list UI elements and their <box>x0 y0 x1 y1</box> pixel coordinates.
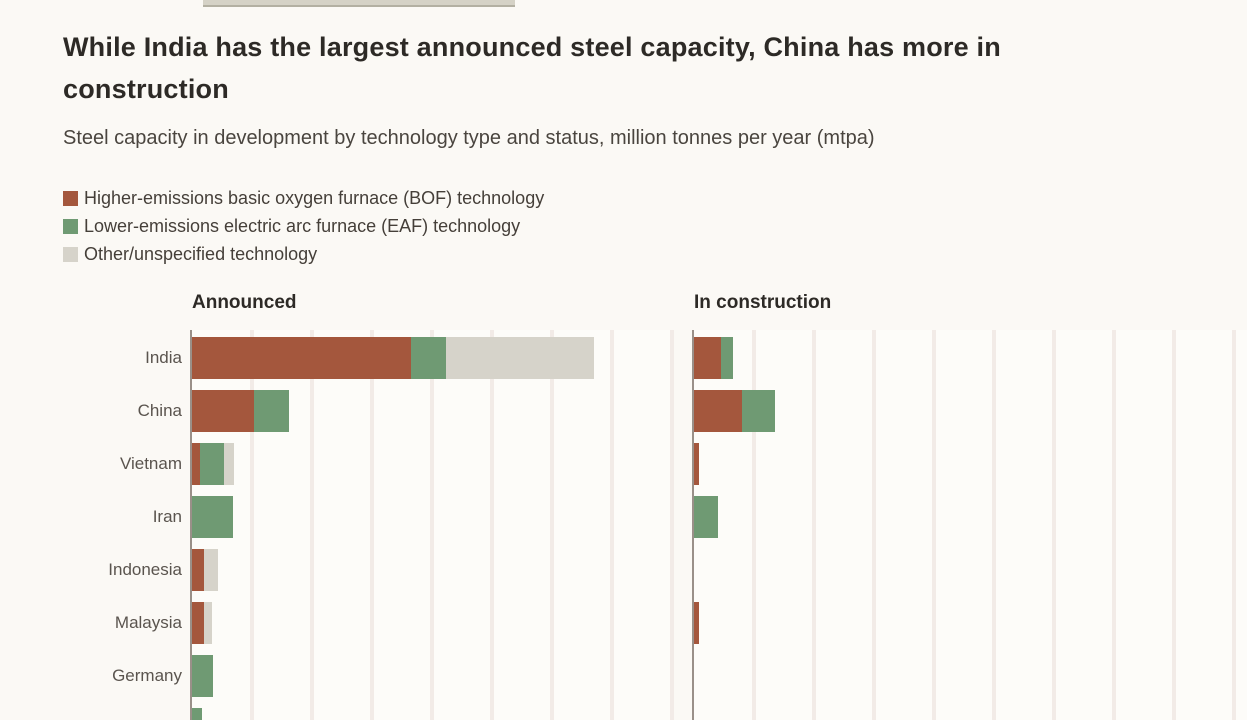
bar-row-vietnam <box>694 443 699 485</box>
bar-row-iran <box>694 496 718 538</box>
bar-segment-eaf <box>192 708 202 720</box>
gridline <box>992 330 996 720</box>
gridline <box>932 330 936 720</box>
category-label-germany: Germany <box>112 666 182 685</box>
chart: India China Vietnam Iran Indonesia Malaysia Ge… <box>0 292 1247 720</box>
category-label-iran: Iran <box>152 507 182 526</box>
plot-in-construction <box>692 330 1247 720</box>
bar-segment-bof <box>694 337 721 379</box>
bar-segment-eaf <box>254 390 289 432</box>
category-label-vietnam: Vietnam <box>119 454 182 473</box>
bar-segment-eaf <box>192 655 213 697</box>
gridline <box>430 330 434 720</box>
bar-segment-bof <box>192 549 204 591</box>
bar-segment-other <box>204 602 213 644</box>
bar-row-malaysia <box>192 602 213 644</box>
bar-segment-bof <box>192 443 201 485</box>
gridline <box>490 330 494 720</box>
panel-announced: Announced <box>190 292 674 720</box>
bar-row-india <box>192 337 594 379</box>
legend-item-other: Other/unspecified technology <box>63 240 544 268</box>
bar-row-vietnam <box>192 443 234 485</box>
gridline <box>250 330 254 720</box>
bar-row-germany <box>192 655 213 697</box>
bar-row-china <box>694 390 775 432</box>
top-cropped-bar <box>203 0 515 7</box>
eaf-swatch-icon <box>63 218 78 234</box>
gridline <box>1172 330 1176 720</box>
bar-segment-bof <box>192 602 204 644</box>
y-axis-line <box>190 330 192 720</box>
panel-in-construction: In construction <box>692 292 1247 720</box>
gridline <box>1052 330 1056 720</box>
bar-segment-bof <box>192 390 255 432</box>
gridline <box>550 330 554 720</box>
bar-segment-eaf <box>200 443 225 485</box>
legend-label-other: Other/unspecified technology <box>84 243 318 264</box>
gridline <box>752 330 756 720</box>
chart-subtitle: Steel capacity in development by technol… <box>63 127 875 149</box>
legend-item-eaf: Lower-emissions electric arc furnace (EA… <box>63 212 544 240</box>
gridline <box>670 330 674 720</box>
bar-segment-bof <box>694 390 742 432</box>
y-axis-line <box>692 330 694 720</box>
legend: Higher-emissions basic oxygen furnace (B… <box>63 184 544 268</box>
bar-row-china <box>192 390 289 432</box>
bar-segment-eaf <box>694 496 718 538</box>
other-swatch-icon <box>63 246 78 262</box>
bof-swatch-icon <box>63 190 78 206</box>
bar-segment-other <box>204 549 219 591</box>
bar-row-indonesia <box>192 549 219 591</box>
bar-row-india <box>694 337 733 379</box>
bar-segment-other <box>224 443 234 485</box>
bar-row-malaysia <box>694 602 699 644</box>
gridline <box>812 330 816 720</box>
bar-segment-eaf <box>721 337 733 379</box>
gridline <box>610 330 614 720</box>
bar-segment-bof <box>694 443 699 485</box>
category-label-china: China <box>137 401 182 420</box>
gridline <box>310 330 314 720</box>
gridline <box>370 330 374 720</box>
bar-row-iran <box>192 496 233 538</box>
bar-segment-eaf <box>742 390 775 432</box>
legend-label-eaf: Lower-emissions electric arc furnace (EA… <box>84 215 521 236</box>
category-label-india: India <box>145 348 182 367</box>
plot-announced <box>190 330 674 720</box>
bar-segment-eaf <box>411 337 446 379</box>
chart-title: While India has the largest announced st… <box>63 32 1001 104</box>
bar-segment-other <box>445 337 594 379</box>
bar-row-cropped <box>192 708 202 720</box>
panel-title-in-construction: In construction <box>694 292 832 313</box>
legend-label-bof: Higher-emissions basic oxygen furnace (B… <box>84 187 545 208</box>
gridline <box>1112 330 1116 720</box>
gridline <box>872 330 876 720</box>
category-label-indonesia: Indonesia <box>108 560 182 579</box>
category-label-malaysia: Malaysia <box>114 613 182 632</box>
bar-segment-bof <box>694 602 699 644</box>
bar-segment-bof <box>192 337 411 379</box>
legend-item-bof: Higher-emissions basic oxygen furnace (B… <box>63 184 544 212</box>
panel-title-announced: Announced <box>192 292 297 313</box>
gridline <box>1232 330 1236 720</box>
bar-segment-eaf <box>192 496 233 538</box>
